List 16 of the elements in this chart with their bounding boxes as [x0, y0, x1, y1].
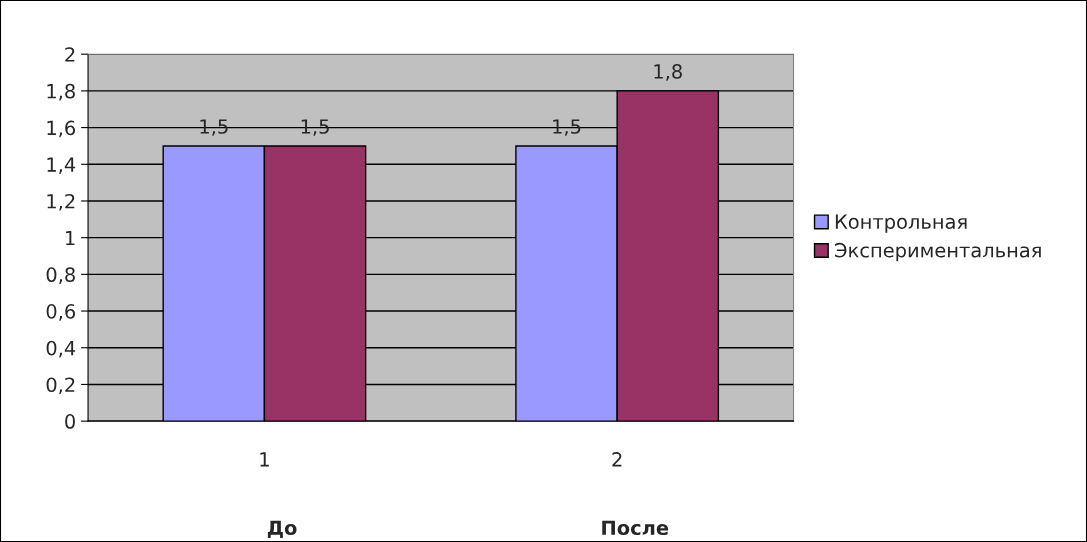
y-tick-label: 1,6 [47, 120, 76, 138]
y-tick-label: 1,2 [47, 193, 75, 211]
text: После [602, 520, 669, 536]
data-label: 1,8 [654, 64, 682, 81]
text: До [267, 520, 297, 538]
y-tick-label: 1,4 [47, 157, 76, 174]
y-tick-label: 0,4 [46, 340, 76, 358]
y-tick-label: 0 [65, 414, 75, 429]
y-tick-label: 0,8 [46, 267, 75, 285]
legend-label: Контрольная [835, 214, 967, 233]
y-tick-label: 0,6 [46, 304, 76, 321]
y-tick-label: 2 [65, 47, 75, 62]
y-tick-label: 1 [66, 230, 75, 246]
y-tick-label: 0,2 [46, 377, 75, 395]
legend-label: Экспериментальная [835, 242, 1041, 262]
y-tick-label: 1,8 [47, 83, 75, 101]
